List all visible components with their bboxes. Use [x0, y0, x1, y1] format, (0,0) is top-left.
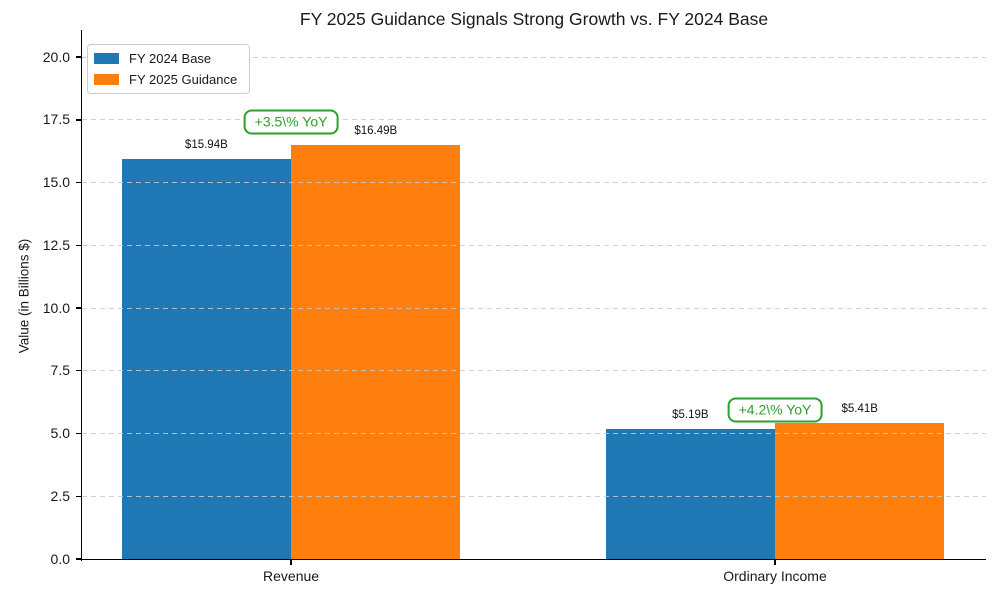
bar-fy-2024-base-revenue: [121, 158, 292, 559]
y-tick-mark-12.5: [75, 244, 81, 246]
annotation-yoy-ordinary-income: +4.2\% YoY: [727, 397, 823, 423]
bar-value-label-fy-2024-base-revenue: $15.94B: [184, 138, 228, 151]
y-tick-mark-10.0: [75, 307, 81, 309]
x-tick-label-revenue: Revenue: [263, 568, 320, 584]
legend-label-fy-2025-guidance: FY 2025 Guidance: [129, 72, 238, 87]
gridline-y-2.5: [82, 495, 986, 497]
x-tick-mark-ordinary-income: [774, 560, 776, 566]
y-tick-mark-2.5: [75, 495, 81, 497]
y-tick-label-2.5: 2.5: [50, 487, 70, 504]
y-tick-mark-15.0: [75, 181, 81, 184]
gridline-y-17.5: [82, 119, 986, 121]
y-axis-spine: [80, 30, 82, 561]
gridline-y-10: [82, 307, 986, 309]
gridline-y-15: [82, 182, 986, 184]
y-tick-mark-7.5: [75, 370, 81, 372]
bar-value-label-fy-2024-base-ordinary-income: $5.19B: [672, 408, 709, 421]
y-tick-label-12.5: 12.5: [42, 236, 70, 253]
y-tick-mark-20.0: [75, 56, 81, 58]
y-tick-label-15.0: 15.0: [42, 174, 70, 191]
y-tick-label-10.0: 10.0: [42, 299, 70, 316]
y-tick-label-17.5: 17.5: [42, 111, 70, 128]
gridline-y-12.5: [82, 244, 986, 246]
x-tick-mark-revenue: [290, 560, 292, 566]
y-tick-mark-17.5: [75, 119, 81, 121]
gridline-y-7.5: [82, 370, 986, 372]
y-tick-label-5.0: 5.0: [50, 425, 70, 442]
bar-fy-2024-base-ordinary-income: [605, 428, 775, 559]
legend-label-fy-2024-base: FY 2024 Base: [129, 51, 212, 66]
bar-value-label-fy-2025-guidance-revenue: $16.49B: [354, 125, 398, 138]
legend-swatch-fy-2025-guidance: [94, 74, 119, 85]
y-tick-label-20.0: 20.0: [42, 48, 70, 65]
x-axis-spine: [80, 558, 986, 561]
y-tick-label-7.5: 7.5: [50, 362, 70, 379]
annotation-yoy-revenue: +3.5\% YoY: [243, 109, 339, 135]
legend: FY 2024 Base FY 2025 Guidance: [87, 44, 251, 94]
y-tick-mark-5.0: [75, 432, 81, 435]
gridline-y-5: [82, 433, 986, 435]
legend-item-fy-2024-base: FY 2024 Base: [94, 51, 237, 66]
bar-value-label-fy-2025-guidance-ordinary-income: $5.41B: [841, 403, 878, 416]
legend-swatch-fy-2024-base: [94, 53, 119, 64]
bar-fy-2025-guidance-ordinary-income: [775, 423, 945, 559]
bar-fy-2025-guidance-revenue: [291, 145, 461, 559]
legend-item-fy-2025-guidance: FY 2025 Guidance: [94, 72, 237, 87]
y-tick-label-0.0: 0.0: [50, 550, 70, 567]
y-axis-label: Value (in Billions $): [16, 238, 32, 354]
gridline-y-20: [82, 56, 986, 58]
chart-title: FY 2025 Guidance Signals Strong Growth v…: [299, 9, 769, 29]
y-tick-mark-0.0: [75, 558, 81, 560]
x-tick-label-ordinary-income: Ordinary Income: [723, 568, 827, 584]
